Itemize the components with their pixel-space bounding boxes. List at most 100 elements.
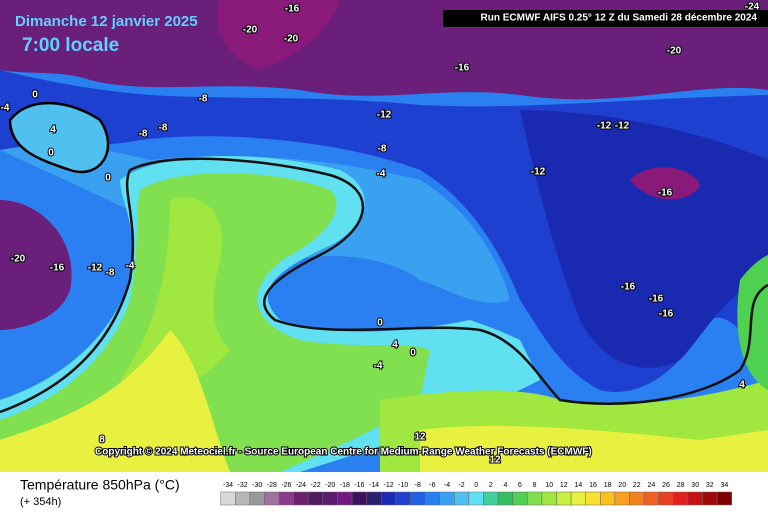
scale-swatch (381, 491, 397, 506)
scale-swatch (541, 491, 557, 506)
scale-swatch (337, 491, 353, 506)
scale-label: 4 (503, 482, 507, 489)
contour-label: -8 (106, 268, 115, 279)
scale-label: 24 (648, 482, 656, 489)
contour-label: -8 (159, 123, 168, 134)
scale-swatch (716, 491, 732, 506)
scale-label: 2 (489, 482, 493, 489)
scale-swatch (410, 491, 426, 506)
contour-label: -20 (667, 46, 682, 57)
contour-label: -4 (377, 169, 386, 180)
scale-swatch (366, 491, 382, 506)
scale-swatch (439, 491, 455, 506)
scale-label: -4 (444, 482, 450, 489)
scale-swatch (235, 491, 251, 506)
scale-label: -6 (429, 482, 435, 489)
scale-label: 10 (545, 482, 553, 489)
scale-swatch (454, 491, 470, 506)
scale-label: 22 (633, 482, 641, 489)
contour-label: -20 (284, 34, 299, 45)
scale-swatch (395, 491, 411, 506)
scale-label: 18 (604, 482, 612, 489)
contour-label: -16 (658, 188, 673, 199)
contour-label: -20 (243, 25, 258, 36)
scale-swatch (687, 491, 703, 506)
scale-label: 14 (575, 482, 583, 489)
scale-label: -16 (354, 482, 364, 489)
contour-label: -12 (88, 263, 103, 274)
scale-label: -12 (384, 482, 394, 489)
contour-label: 8 (99, 435, 105, 446)
scale-swatch (585, 491, 601, 506)
scale-swatch (468, 491, 484, 506)
scale-swatch (512, 491, 528, 506)
scale-label: 28 (677, 482, 685, 489)
scale-swatch (424, 491, 440, 506)
contour-label: -8 (199, 94, 208, 105)
contour-label: 4 (50, 125, 56, 136)
scale-swatch (600, 491, 616, 506)
contour-label: -4 (126, 261, 135, 272)
scale-swatch (497, 491, 513, 506)
scale-label: 32 (706, 482, 714, 489)
run-info: Run ECMWF AIFS 0.25° 12 Z du Samedi 28 d… (481, 13, 758, 24)
lead-time: (+ 354h) (20, 496, 61, 508)
scale-label: -34 (223, 482, 233, 489)
scale-swatch (556, 491, 572, 506)
contour-label: -16 (649, 294, 664, 305)
contour-label: -16 (659, 309, 674, 320)
scale-swatch (702, 491, 718, 506)
contour-label: 0 (410, 348, 416, 359)
scale-label: -24 (296, 482, 306, 489)
scale-label: -28 (267, 482, 277, 489)
scale-label: -10 (398, 482, 408, 489)
scale-label: 34 (721, 482, 729, 489)
scale-label: -22 (311, 482, 321, 489)
contour-label: -12 (615, 121, 630, 132)
contour-label: -16 (621, 282, 636, 293)
scale-label: 6 (518, 482, 522, 489)
scale-swatch (483, 491, 499, 506)
contour-label: 0 (377, 318, 383, 329)
scale-swatch (658, 491, 674, 506)
scale-swatch (278, 491, 294, 506)
contour-label: -16 (455, 63, 470, 74)
contour-label: -4 (374, 361, 383, 372)
contour-label: -20 (11, 254, 26, 265)
scale-swatch (249, 491, 265, 506)
scale-label: -20 (325, 482, 335, 489)
scale-label: 8 (533, 482, 537, 489)
run-box (443, 10, 768, 27)
scale-swatch (673, 491, 689, 506)
legend-title: Température 850hPa (°C) (20, 477, 180, 493)
scale-swatch (614, 491, 630, 506)
contour-label: -12 (597, 121, 612, 132)
contour-label: -16 (50, 263, 65, 274)
scale-label: -8 (415, 482, 421, 489)
scale-label: 30 (691, 482, 699, 489)
scale-swatch (264, 491, 280, 506)
scale-label: -30 (252, 482, 262, 489)
scale-swatch (629, 491, 645, 506)
forecast-time: 7:00 locale (22, 35, 119, 56)
scale-label: 16 (589, 482, 597, 489)
scale-swatch (351, 491, 367, 506)
contour-label: 4 (392, 340, 398, 351)
contour-label: 12 (489, 455, 501, 466)
scale-swatch (293, 491, 309, 506)
scale-label: -14 (369, 482, 379, 489)
contour-label: -4 (1, 103, 10, 114)
scale-label: -2 (458, 482, 464, 489)
contour-label: -12 (531, 167, 546, 178)
scale-label: 0 (474, 482, 478, 489)
scale-label: -32 (238, 482, 248, 489)
scale-label: 12 (560, 482, 568, 489)
forecast-date: Dimanche 12 janvier 2025 (15, 13, 198, 30)
contour-label: 0 (105, 173, 111, 184)
scale-swatch (643, 491, 659, 506)
scale-label: -26 (281, 482, 291, 489)
contour-label: 12 (414, 432, 426, 443)
contour-label: -8 (139, 129, 148, 140)
